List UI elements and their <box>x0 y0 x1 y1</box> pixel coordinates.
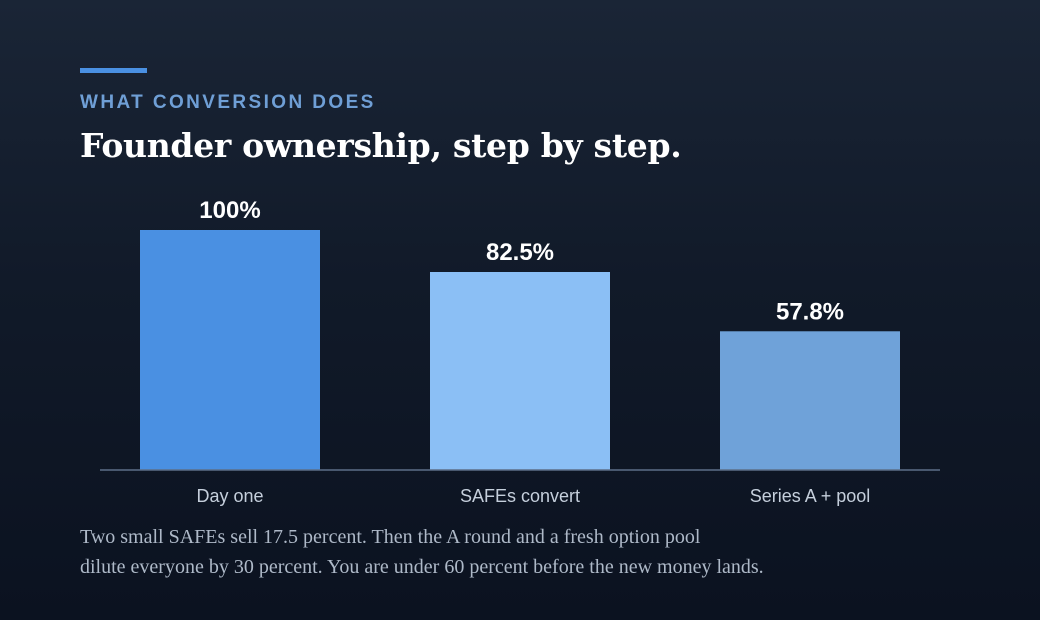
caption-line-2: dilute everyone by 30 percent. You are u… <box>80 556 764 578</box>
bar-value-label-2: 82.5% <box>486 239 554 266</box>
x-tick-label-3: Series A + pool <box>750 486 871 506</box>
labels-group: 100% Day one 82.5% SAFEs convert 57.8% Series… <box>196 197 870 506</box>
eyebrow-label: WHAT CONVERSION DOES <box>80 92 376 113</box>
bar-3 <box>720 331 900 470</box>
caption-line-1: Two small SAFEs sell 17.5 percent. Then … <box>80 526 701 548</box>
bars-group <box>140 230 900 470</box>
x-tick-label-1: Day one <box>196 486 263 506</box>
bar-value-label-1: 100% <box>199 197 260 224</box>
chart-title: Founder ownership, step by step. <box>80 126 682 165</box>
bar-value-label-3: 57.8% <box>776 298 844 325</box>
caption: Two small SAFEs sell 17.5 percent. Then … <box>80 522 960 582</box>
x-tick-label-2: SAFEs convert <box>460 486 580 506</box>
bar-2 <box>430 272 610 470</box>
bar-1 <box>140 230 320 470</box>
accent-rule <box>80 68 147 73</box>
